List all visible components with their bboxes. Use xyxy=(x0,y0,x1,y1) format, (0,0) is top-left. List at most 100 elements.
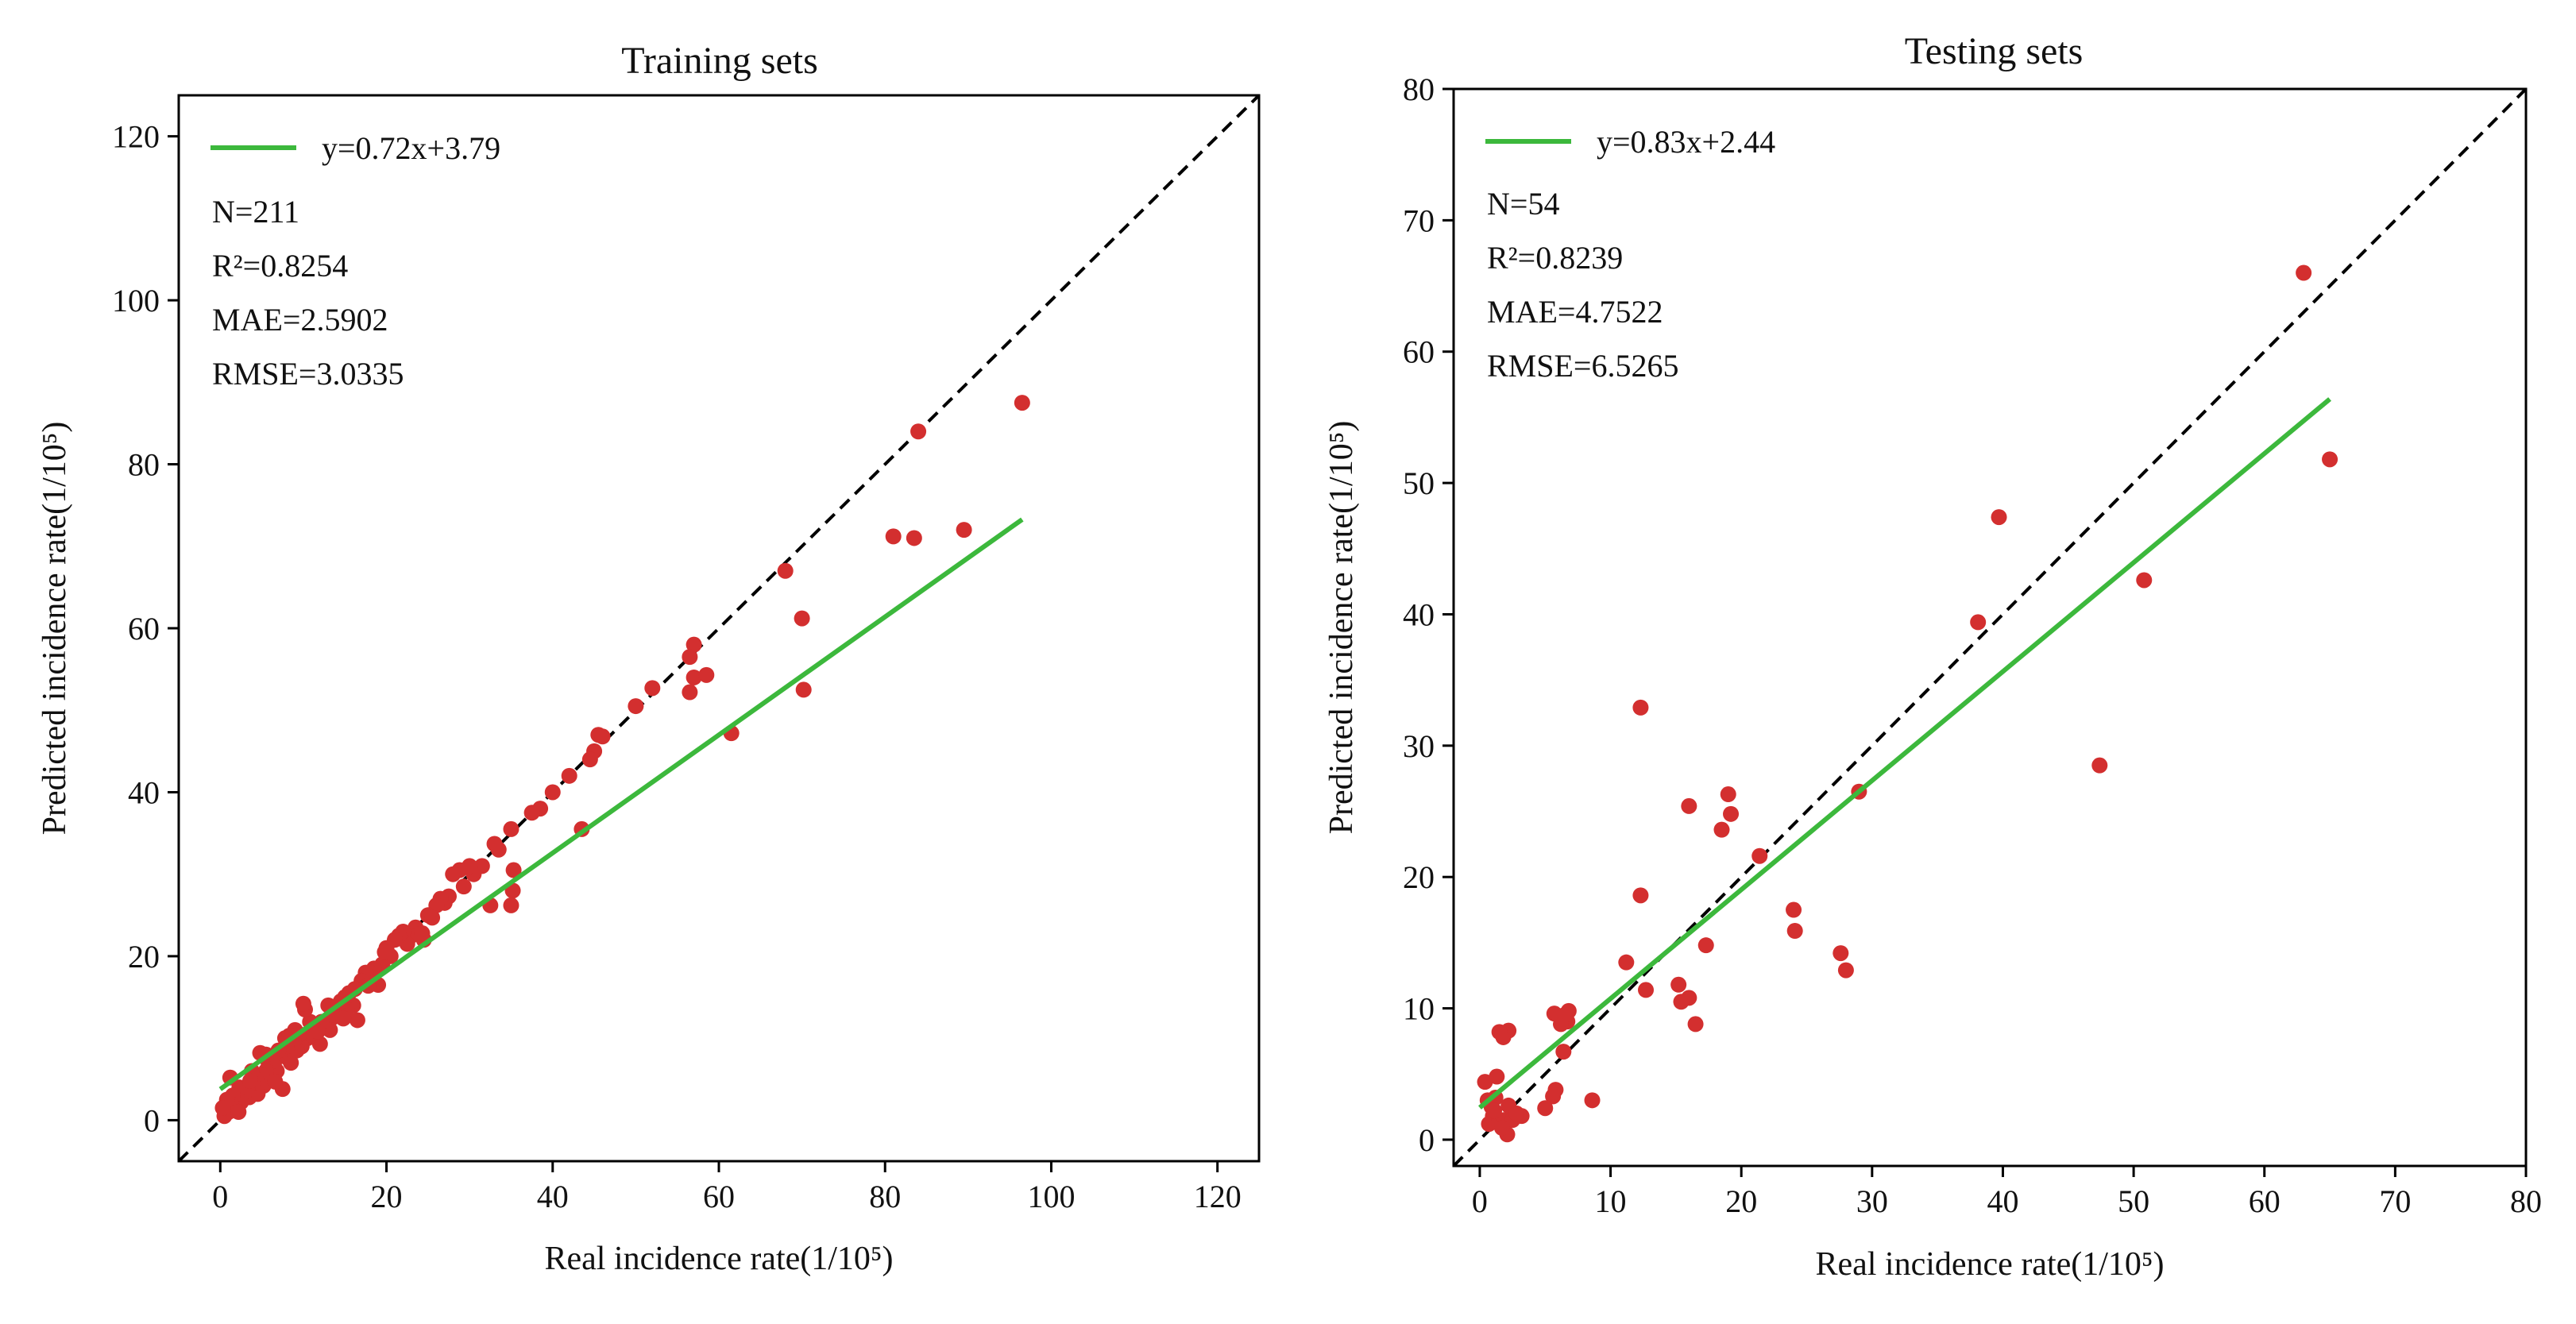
training-data-point xyxy=(230,1104,247,1121)
training-data-point xyxy=(503,897,519,913)
training-data-point xyxy=(349,1012,365,1029)
testing-x-tick-label: 10 xyxy=(1595,1183,1627,1219)
testing-fit-line xyxy=(1478,397,2331,1110)
testing-y-ticks: 0 10 20 30 40 50 60 70 80 xyxy=(1403,71,1454,1158)
training-data-point xyxy=(885,528,902,545)
testing-data-point xyxy=(1751,847,1768,864)
training-data-point xyxy=(505,862,522,878)
testing-data-point xyxy=(1491,1024,1508,1040)
training-x-tick-label: 0 xyxy=(212,1179,228,1214)
testing-data-point xyxy=(1970,614,1987,631)
training-data-point xyxy=(794,610,810,627)
training-data-point xyxy=(910,423,927,440)
testing-x-tick-label: 30 xyxy=(1856,1183,1888,1219)
training-data-point xyxy=(335,1010,352,1027)
testing-x-tick-label: 0 xyxy=(1472,1183,1488,1219)
training-stat-mae: MAE=2.5902 xyxy=(212,302,388,338)
testing-data-point xyxy=(2136,572,2153,589)
testing-stat-mae: MAE=4.7522 xyxy=(1487,294,1663,330)
testing-y-tick-label: 60 xyxy=(1403,334,1435,370)
testing-data-point xyxy=(1681,797,1697,814)
training-data-point xyxy=(377,944,393,960)
training-data-point xyxy=(644,680,661,697)
testing-x-tick-label: 50 xyxy=(2118,1183,2149,1219)
training-data-point xyxy=(455,878,472,895)
training-data-point xyxy=(544,784,561,801)
testing-chart: Testing sets 0 10 20 30 40 50 60 70 80 0 10 20 30 40… xyxy=(1323,30,2542,1283)
testing-data-point xyxy=(1477,1074,1493,1090)
training-y-tick-label: 120 xyxy=(112,119,160,155)
training-data-point xyxy=(561,767,577,784)
training-data-point xyxy=(486,836,503,852)
testing-data-point xyxy=(2296,264,2312,281)
testing-data-point xyxy=(1555,1044,1572,1060)
testing-data-point xyxy=(1786,922,1803,939)
testing-data-point xyxy=(1720,786,1736,803)
training-data-point xyxy=(267,1073,284,1090)
testing-legend-label: y=0.83x+2.44 xyxy=(1597,124,1775,160)
training-data-point xyxy=(424,909,441,926)
testing-points xyxy=(1477,264,2338,1143)
testing-data-point xyxy=(1673,994,1690,1010)
training-legend-label: y=0.72x+3.79 xyxy=(322,130,500,166)
testing-identity-line xyxy=(1452,87,2528,1168)
training-fit-line xyxy=(218,517,1024,1091)
testing-x-tick-label: 80 xyxy=(2510,1183,2542,1219)
training-y-axis-label: Predicted incidence rate(1/10⁵) xyxy=(37,422,73,836)
testing-y-axis-label: Predicted incidence rate(1/10⁵) xyxy=(1323,421,1360,835)
training-data-point xyxy=(628,698,644,715)
testing-y-tick-label: 0 xyxy=(1419,1122,1435,1158)
testing-data-point xyxy=(1632,887,1649,904)
testing-x-tick-label: 20 xyxy=(1725,1183,1757,1219)
training-x-axis-label: Real incidence rate(1/10⁵) xyxy=(544,1241,893,1277)
training-data-point xyxy=(594,728,611,745)
training-stat-n: N=211 xyxy=(212,194,299,230)
training-x-tick-label: 120 xyxy=(1194,1179,1242,1214)
testing-data-point xyxy=(1545,1088,1562,1105)
training-data-point xyxy=(698,666,715,683)
testing-chart-title: Testing sets xyxy=(1905,30,2084,72)
training-data-point xyxy=(682,684,698,701)
training-x-tick-label: 100 xyxy=(1027,1179,1075,1214)
training-data-point xyxy=(523,805,540,821)
training-data-point xyxy=(414,925,431,942)
training-data-point xyxy=(906,530,922,546)
testing-data-point xyxy=(1697,937,1714,954)
testing-data-point xyxy=(2322,451,2338,468)
testing-stat-n: N=54 xyxy=(1487,186,1559,222)
training-data-point xyxy=(241,1072,258,1089)
testing-data-point xyxy=(1638,982,1655,998)
training-points xyxy=(214,395,1030,1125)
training-data-point xyxy=(503,820,519,837)
training-data-point xyxy=(682,649,698,666)
testing-stat-rmse: RMSE=6.5265 xyxy=(1487,348,1678,384)
testing-x-tick-label: 40 xyxy=(1987,1183,2018,1219)
training-stat-rmse: RMSE=3.0335 xyxy=(212,356,404,392)
testing-x-ticks: 0 10 20 30 40 50 60 70 80 xyxy=(1472,1166,2542,1219)
training-x-ticks: 0 20 40 60 80 100 120 xyxy=(212,1161,1242,1214)
testing-data-point xyxy=(2091,757,2108,774)
training-y-tick-label: 100 xyxy=(112,283,160,318)
testing-data-point xyxy=(1786,901,1802,918)
testing-data-point xyxy=(1618,954,1635,971)
training-data-point xyxy=(777,562,794,579)
testing-data-point xyxy=(1670,976,1687,993)
testing-data-point xyxy=(1713,821,1730,838)
testing-data-point xyxy=(1537,1100,1554,1117)
training-data-point xyxy=(445,866,462,882)
testing-data-point xyxy=(1486,1102,1503,1119)
testing-y-tick-label: 70 xyxy=(1403,203,1435,238)
testing-data-point xyxy=(1584,1092,1601,1109)
training-stat-r2: R²=0.8254 xyxy=(212,248,348,284)
testing-data-point xyxy=(1687,1016,1704,1033)
training-chart-title: Training sets xyxy=(621,40,818,82)
training-data-point xyxy=(686,669,702,685)
testing-stat-r2: R²=0.8239 xyxy=(1487,240,1623,276)
training-data-point xyxy=(1014,395,1030,411)
training-data-point xyxy=(295,995,311,1012)
testing-x-axis-label: Real incidence rate(1/10⁵) xyxy=(1815,1246,2164,1283)
testing-y-tick-label: 30 xyxy=(1403,728,1435,764)
training-data-point xyxy=(581,751,598,768)
testing-y-tick-label: 40 xyxy=(1403,596,1435,632)
